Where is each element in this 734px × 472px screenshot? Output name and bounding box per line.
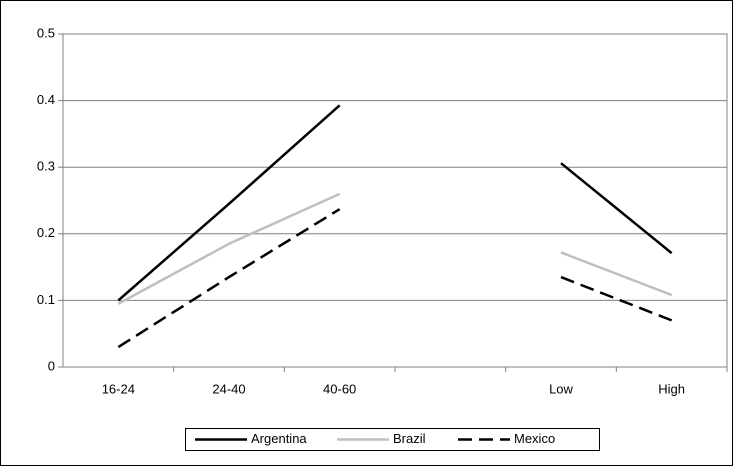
- legend-box: [185, 428, 600, 451]
- y-tick-label: 0.5: [37, 25, 55, 40]
- legend-label: Brazil: [393, 431, 426, 446]
- y-tick-label: 0.2: [37, 225, 55, 240]
- legend-label: Argentina: [251, 431, 307, 446]
- series-line: [117, 104, 673, 302]
- x-tick-label: 16-24: [102, 381, 135, 396]
- series-line: [117, 192, 673, 305]
- x-tick-label: 40-60: [323, 381, 356, 396]
- y-tick-label: 0.4: [37, 92, 55, 107]
- legend-label: Mexico: [514, 431, 555, 446]
- x-tick-label: High: [658, 381, 685, 396]
- series-line: [117, 208, 673, 349]
- x-tick-label: 24-40: [212, 381, 245, 396]
- y-tick-label: 0: [48, 358, 55, 373]
- y-tick-label: 0.3: [37, 159, 55, 174]
- y-tick-label: 0.1: [37, 292, 55, 307]
- x-tick-label: Low: [549, 381, 573, 396]
